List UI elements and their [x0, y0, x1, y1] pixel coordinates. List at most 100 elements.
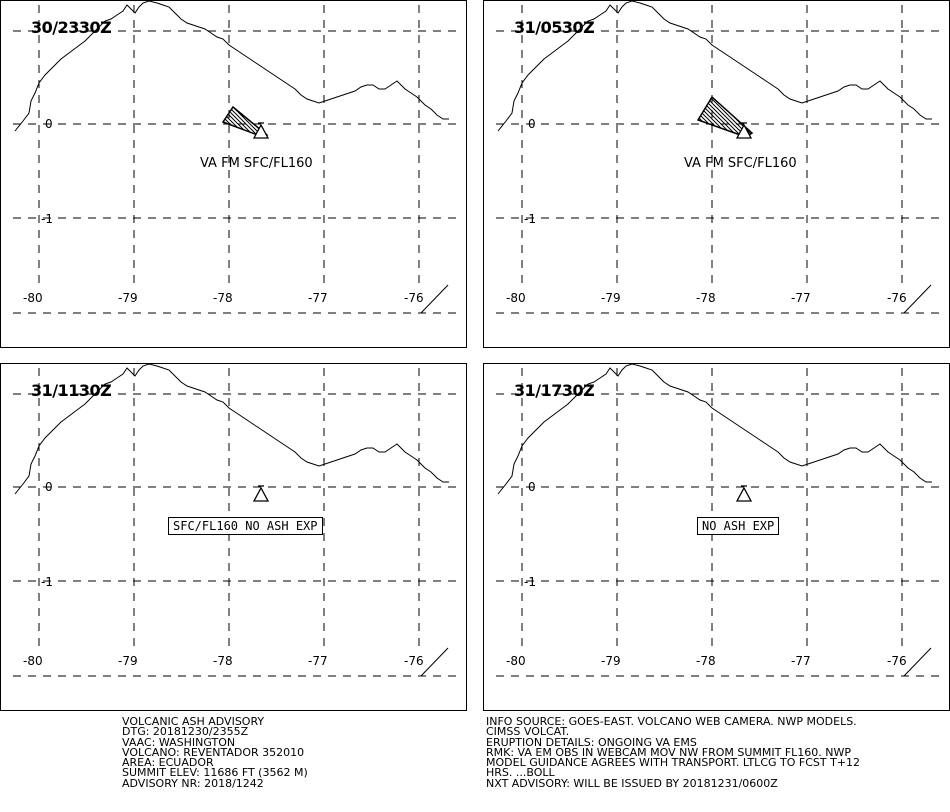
- advisory-line: HRS. ...BOLL: [486, 766, 555, 780]
- hatch-line: [277, 91, 327, 141]
- hatch-line: [644, 91, 694, 141]
- hatch-line: [751, 97, 752, 137]
- hatch-line: [698, 97, 711, 137]
- lat-label-minus1: -1: [41, 212, 53, 226]
- map-edge-line: [903, 284, 932, 314]
- ash-outline: [696, 95, 754, 138]
- time-label: 31/0530Z: [514, 18, 595, 37]
- lat-label-minus1: -1: [41, 575, 53, 589]
- ash-annotation-box: NO ASH EXP: [697, 517, 780, 535]
- map-canvas: [13, 1, 461, 314]
- volcano-triangle-icon: [252, 485, 270, 502]
- ash-annotation: VA FM SFC/FL160: [200, 156, 313, 171]
- hatch-line: [223, 107, 256, 137]
- map-canvas: [496, 1, 944, 314]
- lat-label-0: 0: [45, 117, 53, 131]
- advisory-line: VOLCANIC ASH ADVISORY: [122, 715, 265, 728]
- advisory-line: NXT ADVISORY: WILL BE ISSUED BY 20181231…: [486, 776, 778, 790]
- hatch-line: [224, 107, 267, 137]
- ash-annotation: VA FM SFC/FL160: [684, 156, 797, 171]
- coastline: [497, 364, 932, 495]
- lon-label: -79: [601, 654, 621, 668]
- lon-label: -76: [404, 291, 424, 305]
- advisory-line: ADVISORY NR: 2018/1242: [122, 776, 264, 790]
- lat-label-0: 0: [45, 480, 53, 494]
- coastline: [497, 1, 932, 132]
- hatch-line: [223, 107, 260, 137]
- time-label: 30/2330Z: [31, 18, 112, 37]
- coastline: [14, 1, 449, 132]
- advisory-left: VOLCANIC ASH ADVISORY DTG: 20181230/2355…: [122, 715, 308, 790]
- advisory-line: VOLCANO: REVENTADOR 352010: [122, 745, 305, 759]
- lon-label: -77: [791, 291, 811, 305]
- hatch-line: [698, 97, 699, 137]
- volcano-triangle-icon: [735, 485, 753, 502]
- map-panel-3: 31/1130Z 0 -1 -80 -79 -78 -77 -76 SFC/FL…: [0, 363, 467, 711]
- hatch-line: [223, 107, 244, 137]
- hatch-line: [273, 91, 323, 141]
- hatch-line: [698, 97, 747, 137]
- ash-cloud-area: [644, 91, 810, 141]
- map-panel-2: 31/0530Z 0 -1 -80 -79 -78 -77 -76 VA FM …: [483, 0, 950, 348]
- hatch-line: [223, 107, 248, 137]
- lon-label: -79: [118, 654, 138, 668]
- lon-label: -80: [23, 654, 43, 668]
- advisory-line: SUMMIT ELEV: 11686 FT (3562 M): [122, 766, 308, 780]
- map-edge-line: [420, 647, 449, 677]
- lon-label: -76: [887, 291, 907, 305]
- advisory-line: RMK: VA EM OBS IN WEBCAM MOV NW FROM SUM…: [486, 745, 852, 759]
- lon-label: -80: [506, 654, 526, 668]
- lon-label: -78: [213, 654, 233, 668]
- hatch-line: [698, 97, 707, 137]
- map-panel-4: 31/1730Z 0 -1 -80 -79 -78 -77 -76 NO ASH…: [483, 363, 950, 711]
- hatch-line: [698, 97, 731, 137]
- lat-label-minus1: -1: [524, 575, 536, 589]
- ash-cloud-area: [161, 91, 327, 141]
- lon-label: -80: [23, 291, 43, 305]
- lon-label: -77: [308, 291, 328, 305]
- hatch-line: [161, 91, 211, 141]
- map-edge-line: [420, 284, 449, 314]
- map-canvas: [496, 364, 944, 677]
- ash-hatching: [644, 91, 810, 141]
- coastline: [14, 364, 449, 495]
- time-label: 31/1730Z: [514, 381, 595, 400]
- hatch-line: [698, 97, 735, 137]
- lat-label-0: 0: [528, 117, 536, 131]
- hatch-line: [165, 91, 215, 141]
- lon-label: -76: [404, 654, 424, 668]
- lon-label: -76: [887, 654, 907, 668]
- time-label: 31/1130Z: [31, 381, 112, 400]
- hatch-line: [223, 107, 240, 137]
- advisory-line: INFO SOURCE: GOES-EAST. VOLCANO WEB CAME…: [486, 715, 857, 728]
- lat-label-minus1: -1: [524, 212, 536, 226]
- lon-label: -77: [791, 654, 811, 668]
- advisory-line: AREA: ECUADOR: [122, 756, 214, 770]
- advisory-line: CIMSS VOLCAT.: [486, 725, 570, 739]
- hatch-line: [264, 107, 267, 137]
- lon-label: -79: [601, 291, 621, 305]
- lon-label: -78: [696, 654, 716, 668]
- lon-label: -78: [213, 291, 233, 305]
- hatch-line: [223, 107, 264, 137]
- advisory-line: ERUPTION DETAILS: ONGOING VA EMS: [486, 735, 697, 749]
- map-canvas: [13, 364, 461, 677]
- hatch-line: [269, 91, 319, 141]
- hatch-line: [756, 91, 806, 141]
- advisory-line: VAAC: WASHINGTON: [122, 735, 236, 749]
- hatch-line: [760, 91, 810, 141]
- hatch-line: [698, 97, 703, 137]
- map-panel-1: 30/2330Z 0 -1 -80 -79 -78 -77 -76 VA FM …: [0, 0, 467, 348]
- hatch-line: [747, 97, 752, 137]
- hatch-line: [169, 91, 219, 141]
- hatch-line: [223, 107, 228, 137]
- advisory-line: DTG: 20181230/2355Z: [122, 725, 249, 739]
- map-edge-line: [903, 647, 932, 677]
- lat-label-0: 0: [528, 480, 536, 494]
- ash-annotation-box: SFC/FL160 NO ASH EXP: [168, 517, 323, 535]
- hatch-line: [698, 97, 715, 137]
- lon-label: -79: [118, 291, 138, 305]
- lon-label: -78: [696, 291, 716, 305]
- hatch-line: [260, 107, 267, 137]
- advisory-right: INFO SOURCE: GOES-EAST. VOLCANO WEB CAME…: [486, 715, 860, 790]
